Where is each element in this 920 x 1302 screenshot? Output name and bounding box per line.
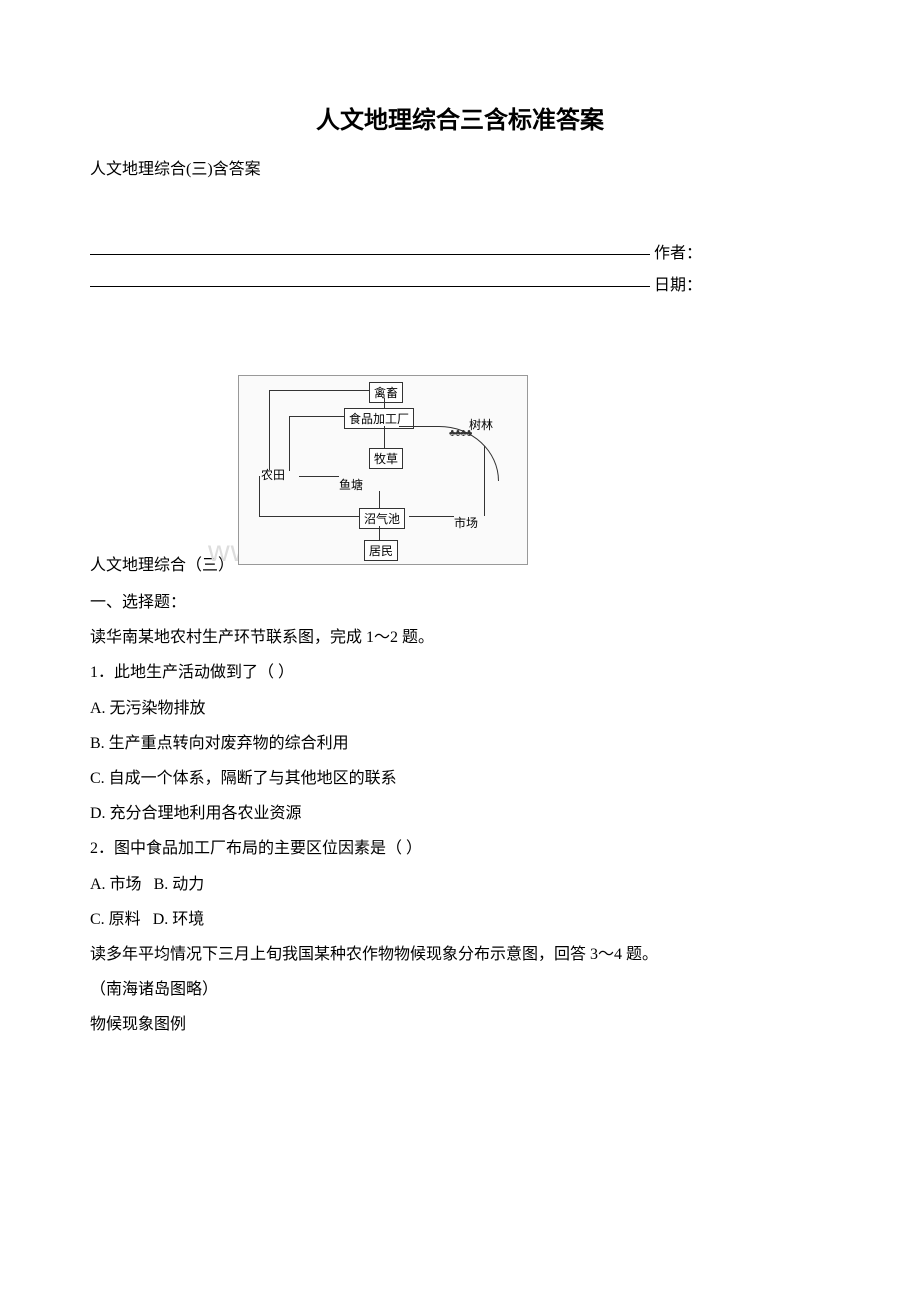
figure-row: 人文地理综合（三） www.bdocx.com 禽畜 食品加工厂 牧草 树林 农… [90,375,830,575]
node-zhaoqi: 沼气池 [359,508,405,529]
edge [269,390,369,391]
author-line: 作者： [90,239,830,263]
edge [299,476,339,477]
edge [384,426,385,448]
date-line: 日期： [90,271,830,295]
edge [379,526,380,540]
label-nongtian: 农田 [261,466,285,483]
map-note: （南海诸岛图略） [90,972,830,1007]
option-2cd: C. 原料 D. 环境 [90,902,830,937]
edge [379,491,380,508]
option-1c: C. 自成一个体系，隔断了与其他地区的联系 [90,761,830,796]
node-mucao: 牧草 [369,448,403,469]
question-2: 2．图中食品加工厂布局的主要区位因素是（ ） [90,831,830,866]
edge [289,416,344,417]
option-2c: C. 原料 [90,911,141,928]
author-label: 作者： [654,245,702,262]
figure-box: www.bdocx.com 禽畜 食品加工厂 牧草 树林 农田 鱼塘 沼气池 居… [238,375,528,575]
date-label: 日期： [654,277,702,294]
option-2a: A. 市场 [90,876,142,893]
underline [90,254,650,255]
option-1a: A. 无污染物排放 [90,691,830,726]
underline [90,286,650,287]
body-text: 一、选择题： 读华南某地农村生产环节联系图，完成 1～2 题。 1．此地生产活动… [90,585,830,1042]
page-title: 人文地理综合三含标准答案 [90,100,830,135]
page-subtitle: 人文地理综合(三)含答案 [90,155,830,179]
label-shulin: 树林 [469,416,493,433]
edge [259,476,260,516]
edge [484,446,485,516]
edge [289,416,290,471]
section-heading: 一、选择题： [90,585,830,620]
flow-diagram: 禽畜 食品加工厂 牧草 树林 农田 鱼塘 沼气池 居民 市场 ♣♣♣♣ [238,375,528,565]
option-1d: D. 充分合理地利用各农业资源 [90,796,830,831]
figure-caption: 人文地理综合（三） [90,551,234,575]
legend-label: 物候现象图例 [90,1007,830,1042]
option-2ab: A. 市场 B. 动力 [90,867,830,902]
label-shichang: 市场 [454,514,478,531]
label-yutang: 鱼塘 [339,476,363,493]
node-qinchu: 禽畜 [369,382,403,403]
edge [384,398,385,408]
node-jumin: 居民 [364,540,398,561]
option-2d: D. 环境 [153,911,205,928]
meta-block: 作者： 日期： [90,239,830,295]
option-2b: B. 动力 [154,876,205,893]
question-1: 1．此地生产活动做到了（ ） [90,655,830,690]
question-intro-2: 读多年平均情况下三月上旬我国某种农作物物候现象分布示意图，回答 3～4 题。 [90,937,830,972]
edge [409,516,454,517]
edge [269,390,270,470]
option-1b: B. 生产重点转向对废弃物的综合利用 [90,726,830,761]
edge [259,516,359,517]
question-intro: 读华南某地农村生产环节联系图，完成 1～2 题。 [90,620,830,655]
tree-icons: ♣♣♣♣ [449,428,471,439]
